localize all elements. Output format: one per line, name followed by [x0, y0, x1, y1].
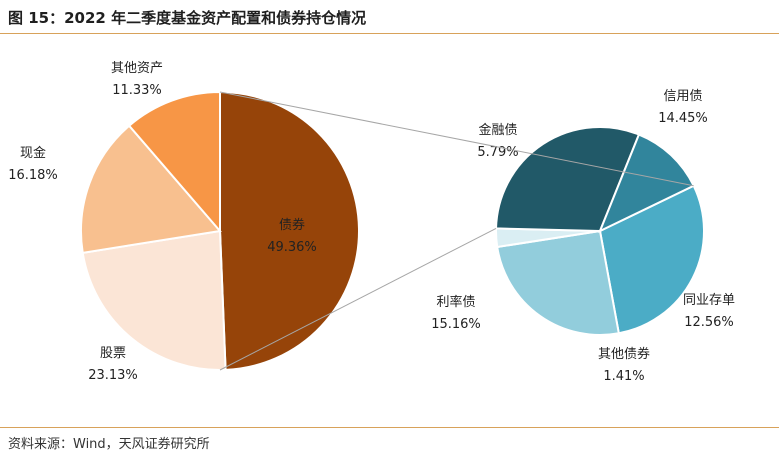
slice-label-1-3: 利率债 [436, 294, 475, 310]
pie-slice-1-3 [495, 126, 641, 233]
pie-slice-0-0 [219, 90, 360, 371]
title-divider [0, 33, 779, 34]
slice-value-0-0: 49.36% [267, 240, 317, 255]
chart-title: 图 15：2022 年二季度基金资产配置和债券持仓情况 [8, 9, 367, 27]
slice-value-1-3: 15.16% [431, 317, 481, 332]
pie-slice-1-4 [598, 133, 695, 234]
slice-label-0-2: 现金 [20, 145, 46, 161]
slice-value-1-2: 1.41% [603, 369, 644, 384]
connector-line-top [219, 91, 694, 187]
slice-value-1-1: 12.56% [684, 315, 734, 330]
pie-slice-0-1 [81, 229, 227, 371]
slice-label-1-2: 其他债券 [598, 346, 650, 362]
pie-asset-allocation: 债券 49.36% 股票 23.13% 现金 16.18% 其他资产 11.33% [8, 61, 360, 383]
connector-line-bottom [219, 227, 497, 371]
pie-bond-holdings: 信用债 14.45% 同业存单 12.56% 其他债券 1.41% 利率债 15.16% 金融债… [431, 89, 735, 384]
slice-label-1-0: 信用债 [663, 89, 702, 104]
slice-label-0-1: 股票 [100, 346, 126, 361]
pie-slice-1-1 [496, 229, 620, 336]
source-divider [0, 427, 779, 428]
slice-label-1-4: 金融债 [478, 122, 517, 138]
slice-label-0-3: 其他资产 [111, 61, 163, 76]
slice-label-0-0: 债券 [279, 217, 305, 233]
slice-value-0-3: 11.33% [112, 83, 162, 98]
pie-slice-1-0 [598, 184, 705, 335]
slice-label-1-1: 同业存单 [683, 293, 735, 308]
pie-slice-0-3 [127, 90, 221, 234]
slice-value-0-2: 16.18% [8, 168, 58, 183]
pie-slice-0-2 [80, 124, 222, 254]
slice-value-1-0: 14.45% [658, 111, 708, 126]
slice-value-0-1: 23.13% [88, 368, 138, 383]
source-note: 资料来源：Wind，天风证券研究所 [8, 437, 210, 452]
